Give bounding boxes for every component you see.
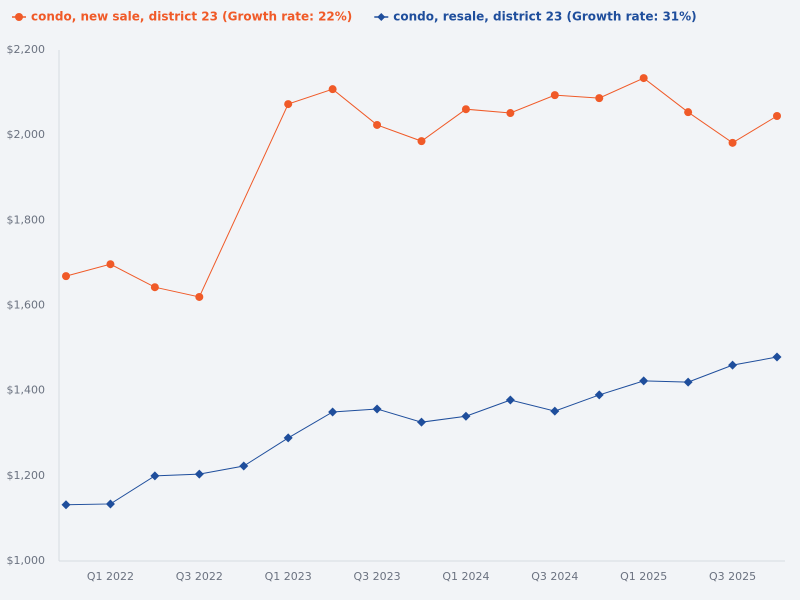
legend-swatch-marker (377, 13, 386, 21)
point (772, 352, 782, 362)
y-tick-label: $1,200 (7, 469, 46, 482)
point (461, 411, 471, 421)
point (284, 100, 293, 109)
point (195, 292, 204, 301)
x-tick-label: Q3 2024 (531, 570, 578, 583)
x-tick-label: Q1 2024 (442, 570, 489, 583)
point (150, 283, 159, 292)
point (594, 390, 604, 400)
point (506, 109, 515, 118)
point (639, 74, 648, 83)
point (505, 395, 515, 405)
point (194, 469, 204, 479)
x-tick-label: Q3 2022 (176, 570, 223, 583)
point (461, 105, 470, 114)
legend-swatch-marker (15, 13, 23, 21)
y-tick-label: $1,800 (7, 213, 46, 226)
point (417, 137, 426, 146)
point (550, 406, 560, 416)
point (550, 91, 559, 100)
x-tick-label: Q3 2023 (353, 570, 400, 583)
point (105, 499, 115, 509)
point (773, 112, 781, 121)
series-line (65, 356, 778, 506)
point (372, 404, 382, 414)
point (239, 461, 249, 471)
point (62, 272, 70, 281)
point (283, 433, 293, 443)
x-tick-label: Q3 2025 (709, 570, 756, 583)
point (595, 94, 604, 103)
point (328, 407, 338, 417)
x-tick-label: Q1 2023 (265, 570, 312, 583)
point (150, 471, 160, 481)
series-line (65, 77, 778, 298)
point (728, 360, 738, 370)
point (684, 108, 693, 117)
point (417, 417, 426, 427)
x-tick-label: Q1 2022 (87, 570, 134, 583)
y-tick-label: $1,600 (7, 299, 46, 312)
point (328, 85, 337, 94)
legend-label: condo, new sale, district 23 (Growth rat… (31, 10, 352, 24)
y-tick-label: $1,000 (7, 554, 46, 567)
y-tick-label: $1,400 (7, 384, 46, 397)
y-tick-label: $2,200 (7, 43, 46, 56)
y-tick-label: $2,000 (7, 128, 46, 141)
point (106, 260, 115, 269)
legend-label: condo, resale, district 23 (Growth rate:… (393, 10, 696, 24)
point (683, 377, 693, 387)
x-tick-label: Q1 2025 (620, 570, 667, 583)
point (373, 120, 382, 129)
point (61, 500, 71, 510)
point (728, 138, 737, 147)
point (639, 376, 649, 386)
